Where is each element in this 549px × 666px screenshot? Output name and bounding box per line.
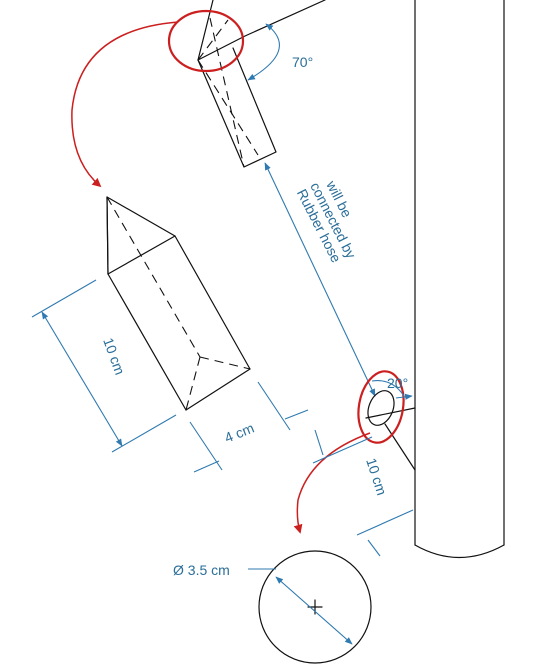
prism-length-label: 10 cm (100, 336, 128, 377)
lower-pipe (365, 390, 416, 471)
pipe-length-dimension: 10 cm (312, 429, 414, 557)
angle-bottom-label: 20° (387, 375, 408, 391)
prism-width-label: 4 cm (222, 420, 256, 446)
prism-length-dimension: 10 cm (31, 279, 177, 453)
pipe-length-label: 10 cm (363, 456, 390, 497)
angle-70-marker: 70° (247, 23, 313, 81)
bottom-joint-highlight (357, 370, 405, 444)
cross-section: Ø 3.5 cm (173, 550, 372, 664)
diameter-label: Ø 3.5 cm (173, 562, 230, 578)
top-tube (197, 0, 326, 168)
angle-top-label: 70° (292, 54, 313, 70)
angle-20-marker: 20° (371, 375, 413, 400)
top-callout-arrow (71, 21, 179, 188)
top-joint-highlight (167, 9, 245, 73)
hose-connection: will be connected by Rubber hose (264, 162, 376, 397)
bottom-callout-arrow (293, 432, 371, 534)
prism-detail (106, 196, 251, 411)
main-tank (414, 0, 505, 559)
